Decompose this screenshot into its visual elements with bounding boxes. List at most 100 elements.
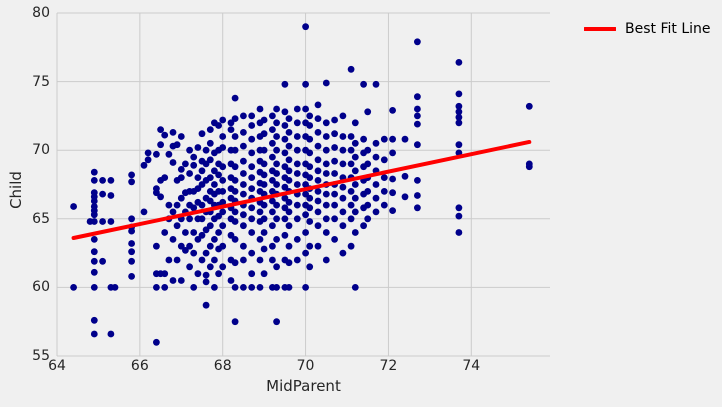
data-point xyxy=(219,116,227,124)
data-point xyxy=(331,201,338,209)
data-point xyxy=(339,222,347,230)
data-point xyxy=(322,170,330,177)
data-point xyxy=(339,133,347,140)
data-point xyxy=(331,157,338,165)
data-point xyxy=(227,119,235,127)
data-point xyxy=(347,201,355,209)
data-point xyxy=(219,133,227,140)
data-point xyxy=(273,119,280,127)
data-point xyxy=(248,122,256,129)
data-point xyxy=(231,218,239,225)
data-point xyxy=(198,201,206,209)
data-point xyxy=(273,160,280,168)
data-point xyxy=(219,222,227,230)
data-point xyxy=(256,284,264,291)
data-point xyxy=(99,190,106,198)
data-point xyxy=(269,153,276,161)
data-point xyxy=(281,215,289,223)
data-point xyxy=(389,175,396,183)
data-point xyxy=(248,185,256,193)
data-point xyxy=(314,208,322,216)
x-tick-label: 66 xyxy=(130,358,149,374)
data-point xyxy=(269,126,276,133)
data-point xyxy=(260,245,268,253)
data-point xyxy=(231,163,239,171)
data-point xyxy=(186,263,194,271)
data-point xyxy=(165,201,173,209)
data-point xyxy=(260,116,268,124)
data-point xyxy=(273,318,280,326)
data-point xyxy=(177,174,185,182)
data-point xyxy=(231,177,239,184)
data-point xyxy=(206,156,214,164)
data-point xyxy=(306,263,314,271)
data-point xyxy=(256,208,264,216)
data-point xyxy=(240,222,247,230)
data-point xyxy=(260,171,268,179)
data-point xyxy=(90,316,98,324)
data-point xyxy=(339,183,347,191)
data-point xyxy=(248,174,256,182)
data-point xyxy=(331,190,338,198)
data-point xyxy=(347,133,355,140)
data-point xyxy=(372,208,380,216)
data-point xyxy=(306,174,314,182)
data-point xyxy=(227,126,235,133)
data-point xyxy=(285,129,293,136)
data-point xyxy=(281,108,289,116)
data-point xyxy=(314,242,322,250)
data-point xyxy=(455,113,463,121)
data-point xyxy=(414,93,421,101)
data-point xyxy=(525,160,533,168)
data-point xyxy=(248,149,256,157)
data-point xyxy=(285,177,293,184)
data-point xyxy=(107,192,115,199)
data-point xyxy=(194,174,202,182)
data-point xyxy=(306,163,314,171)
data-point xyxy=(269,177,276,184)
data-point xyxy=(140,208,148,216)
data-point xyxy=(240,181,247,188)
legend-label: Best Fit Line xyxy=(625,21,711,37)
data-point xyxy=(153,150,160,158)
data-point xyxy=(215,122,223,129)
data-point xyxy=(339,194,347,202)
data-point xyxy=(198,215,206,223)
data-point xyxy=(339,208,347,216)
data-point xyxy=(182,160,189,168)
data-point xyxy=(211,256,218,264)
data-point xyxy=(190,204,198,212)
data-point xyxy=(281,183,289,191)
data-point xyxy=(161,284,169,291)
data-point xyxy=(455,102,463,110)
data-point xyxy=(351,119,359,127)
data-point xyxy=(144,156,152,164)
data-point xyxy=(173,141,181,149)
data-point xyxy=(260,270,268,278)
data-point xyxy=(161,270,169,278)
data-point xyxy=(169,236,177,243)
data-point xyxy=(401,193,409,201)
data-point xyxy=(231,259,239,267)
data-point xyxy=(99,177,106,184)
data-point xyxy=(339,112,347,120)
data-point xyxy=(351,153,359,161)
best-fit-line xyxy=(71,139,532,241)
data-point xyxy=(231,284,239,291)
data-point xyxy=(380,174,388,182)
data-point xyxy=(206,263,214,271)
data-point xyxy=(351,229,359,236)
data-point xyxy=(351,167,359,175)
data-point xyxy=(306,112,314,120)
data-point xyxy=(285,167,293,175)
data-point xyxy=(293,215,301,223)
legend: Best Fit Line xyxy=(584,21,711,37)
y-tick-label: 60 xyxy=(32,279,50,296)
data-point xyxy=(90,177,98,184)
data-point xyxy=(219,177,227,184)
data-point xyxy=(157,193,165,201)
data-point xyxy=(302,105,309,113)
data-point xyxy=(306,242,314,250)
data-point xyxy=(372,181,380,188)
